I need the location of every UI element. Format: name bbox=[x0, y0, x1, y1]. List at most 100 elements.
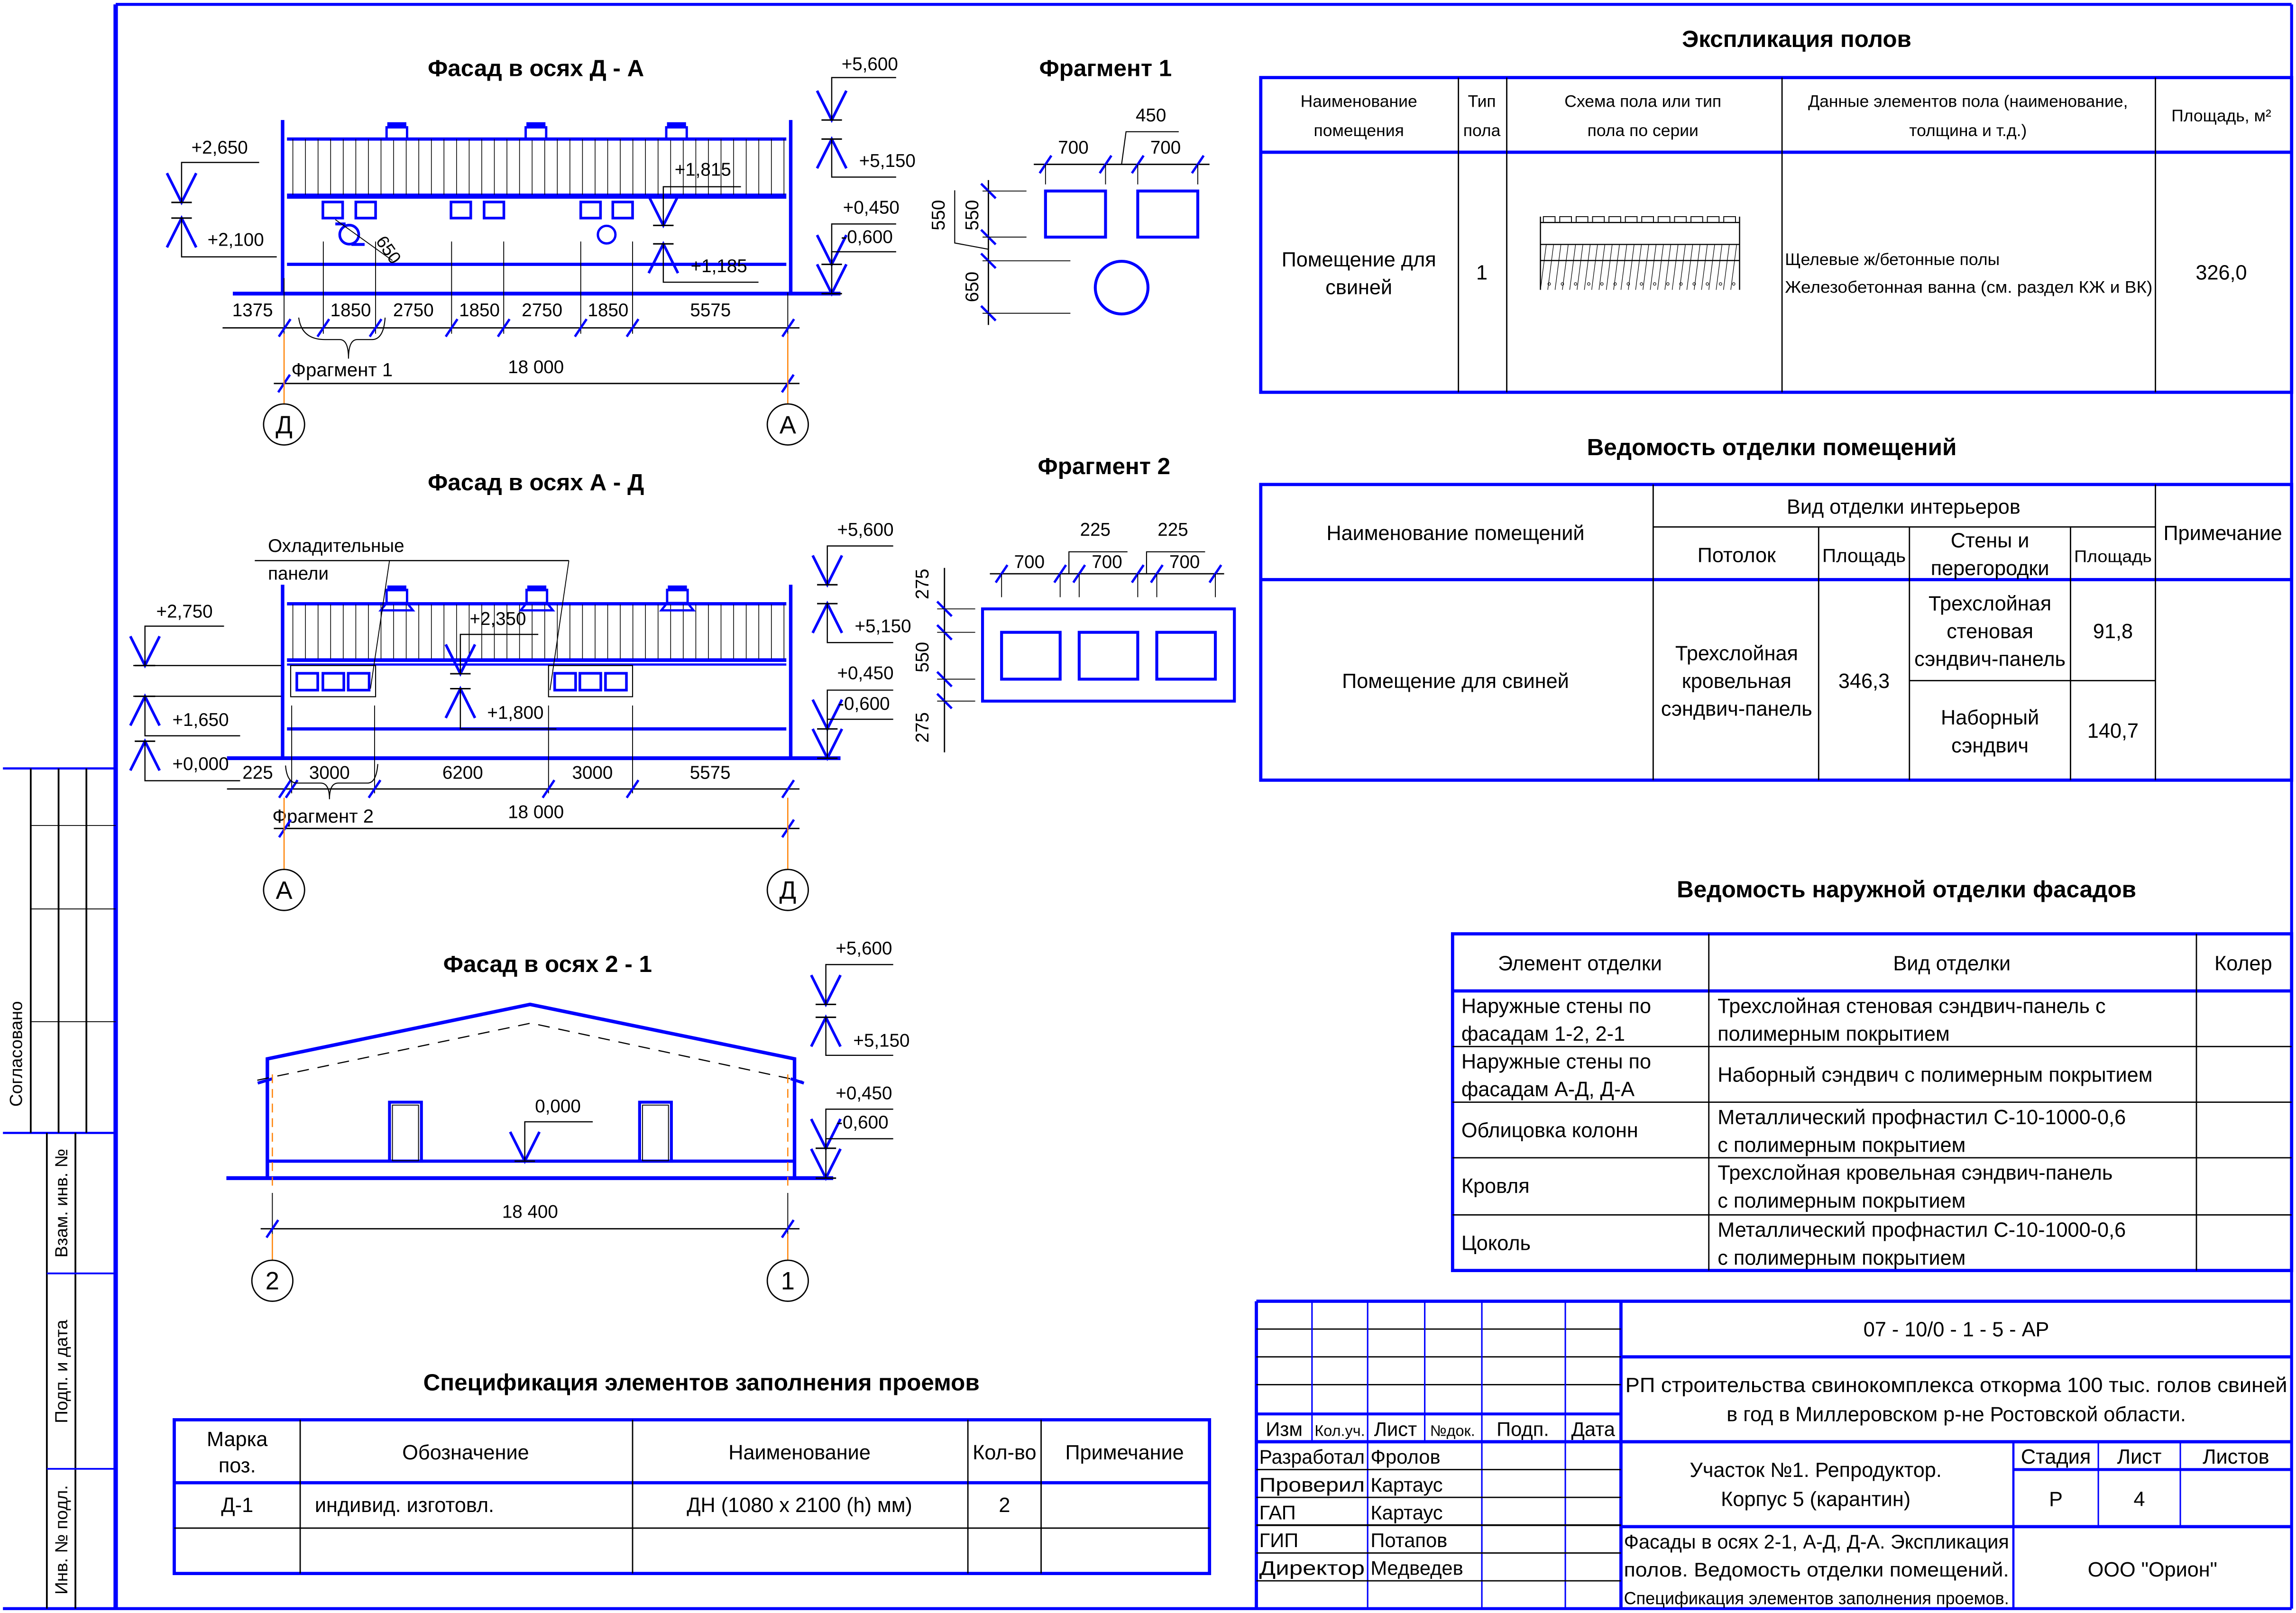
dimension-label: 3000 bbox=[572, 762, 613, 783]
dimension-tick bbox=[277, 318, 292, 338]
exterior-finish: с полимерным покрытием bbox=[1717, 1246, 1965, 1269]
label: +1,185 bbox=[691, 256, 747, 276]
label: +5,600 bbox=[837, 520, 893, 540]
floor-hatch bbox=[1635, 244, 1642, 290]
stamp-sign-date: Подп. и дата bbox=[51, 1320, 71, 1423]
elevation-leader bbox=[144, 696, 240, 737]
label: +1,800 bbox=[487, 703, 543, 723]
label: 0,000 bbox=[535, 1096, 581, 1117]
signer-role: ГИП bbox=[1259, 1529, 1298, 1551]
floor-slat bbox=[1608, 216, 1621, 223]
dimension-label: 1850 bbox=[459, 300, 500, 321]
dimension-tick bbox=[444, 318, 459, 338]
floor-hatch bbox=[1562, 244, 1569, 290]
floor-hatch bbox=[1716, 244, 1723, 290]
dim-leader bbox=[954, 190, 989, 250]
window bbox=[579, 672, 602, 692]
elevation-leader bbox=[825, 964, 893, 1005]
exterior-finish: Металлический профнастил С-10-1000-0,6 bbox=[1717, 1219, 2126, 1242]
label: поз. bbox=[219, 1455, 256, 1477]
project-name: РП строительства свинокомплекса откорма … bbox=[1626, 1374, 2287, 1397]
exterior-element: Наружные стены по bbox=[1461, 1051, 1651, 1073]
aggregate-dot bbox=[1679, 282, 1683, 286]
stamp-agreed: Согласовано bbox=[6, 1001, 26, 1107]
window bbox=[553, 672, 577, 692]
dimension-label: 2750 bbox=[393, 300, 434, 321]
vent-cap bbox=[527, 585, 547, 592]
label: +1,815 bbox=[675, 159, 731, 180]
label: 225 bbox=[1080, 520, 1111, 540]
vent-cap bbox=[387, 585, 406, 592]
label: Вид отделки bbox=[1893, 953, 2011, 975]
label: кровельная bbox=[1682, 670, 1791, 693]
sheet-value: 4 bbox=[2134, 1488, 2145, 1511]
signer-name: Потапов bbox=[1370, 1529, 1447, 1551]
dimension-tick bbox=[625, 318, 640, 338]
label: 140,7 bbox=[2087, 720, 2139, 742]
label: Железобетонная ванна (см. раздел КЖ и ВК… bbox=[1785, 277, 2152, 296]
window bbox=[295, 672, 319, 692]
table-header: Схема пола или тип bbox=[1564, 92, 1721, 110]
facade-ad-title: Фасад в осях А - Д bbox=[428, 469, 644, 495]
label: перегородки bbox=[1931, 557, 2049, 580]
vent-flare bbox=[518, 602, 555, 612]
label: Стадия bbox=[2021, 1446, 2091, 1468]
exterior-element: фасадам 1-2, 2-1 bbox=[1461, 1023, 1625, 1045]
exterior-finish: полимерным покрытием bbox=[1717, 1023, 1949, 1045]
elevation-leader bbox=[662, 244, 759, 283]
window bbox=[483, 201, 505, 220]
label: 700 bbox=[1150, 137, 1181, 158]
label: Площадь bbox=[1822, 545, 1906, 566]
elevation-leader bbox=[831, 139, 896, 178]
axis-bubble bbox=[766, 403, 809, 446]
label: сэндвич-панель bbox=[1914, 648, 2066, 671]
window bbox=[354, 201, 377, 220]
label: +0,450 bbox=[837, 663, 893, 683]
aggregate-dot bbox=[1640, 282, 1644, 286]
floor-hatch bbox=[1547, 244, 1554, 290]
sheet-description: полов. Ведомость отделки помещений. bbox=[1624, 1558, 2009, 1581]
floor-hatch bbox=[1540, 244, 1547, 290]
elevation-leader bbox=[825, 1138, 893, 1178]
dimension-tick bbox=[574, 318, 588, 338]
label: 550 bbox=[912, 642, 933, 672]
aggregate-dot bbox=[1574, 282, 1578, 286]
dimension-tick bbox=[368, 318, 383, 338]
signer-name: Картаус bbox=[1370, 1474, 1442, 1496]
label: 650 bbox=[962, 272, 983, 302]
vent-cap bbox=[667, 122, 686, 128]
elevation-leader bbox=[144, 625, 224, 666]
label: Кол-во bbox=[973, 1441, 1036, 1464]
floor-hatch bbox=[1577, 244, 1583, 290]
exterior-title: Ведомость наружной отделки фасадов bbox=[1677, 876, 2136, 902]
exterior-finish: с полимерным покрытием bbox=[1717, 1134, 1965, 1157]
elevation-leader bbox=[144, 741, 240, 781]
label: Лист bbox=[2117, 1446, 2162, 1468]
floor-slat bbox=[1592, 216, 1605, 223]
window bbox=[321, 672, 345, 692]
aggregate-dot bbox=[1600, 282, 1604, 286]
cooling-panel-frame bbox=[548, 665, 634, 697]
eave bbox=[790, 1077, 805, 1085]
dimension-label: 5575 bbox=[690, 300, 731, 321]
elevation-leader bbox=[662, 186, 741, 226]
signer-role: Директор bbox=[1259, 1557, 1365, 1579]
floor-hatch bbox=[1650, 244, 1657, 290]
aggregate-dot bbox=[1719, 282, 1722, 286]
door-leaf bbox=[642, 1104, 669, 1162]
table-header: Площадь, м² bbox=[2171, 106, 2271, 125]
project-name: в год в Миллеровском р-не Ростовской обл… bbox=[1727, 1403, 2186, 1426]
window bbox=[1044, 189, 1107, 239]
table-header: толщина и т.д.) bbox=[1909, 121, 2027, 140]
fragment-1-label: Фрагмент 1 bbox=[292, 359, 393, 380]
interior-table bbox=[1259, 483, 2294, 782]
axis-label: Д bbox=[276, 411, 293, 439]
gap-leader bbox=[1068, 551, 1128, 574]
signer-role: Проверил bbox=[1259, 1474, 1365, 1496]
callout-leader bbox=[549, 560, 569, 690]
label: 700 bbox=[1169, 552, 1200, 572]
title-col-header: Дата bbox=[1571, 1418, 1616, 1440]
fragment-brace bbox=[285, 764, 378, 799]
label: сэндвич-панель bbox=[1661, 698, 1812, 721]
label: 550 bbox=[962, 200, 983, 230]
